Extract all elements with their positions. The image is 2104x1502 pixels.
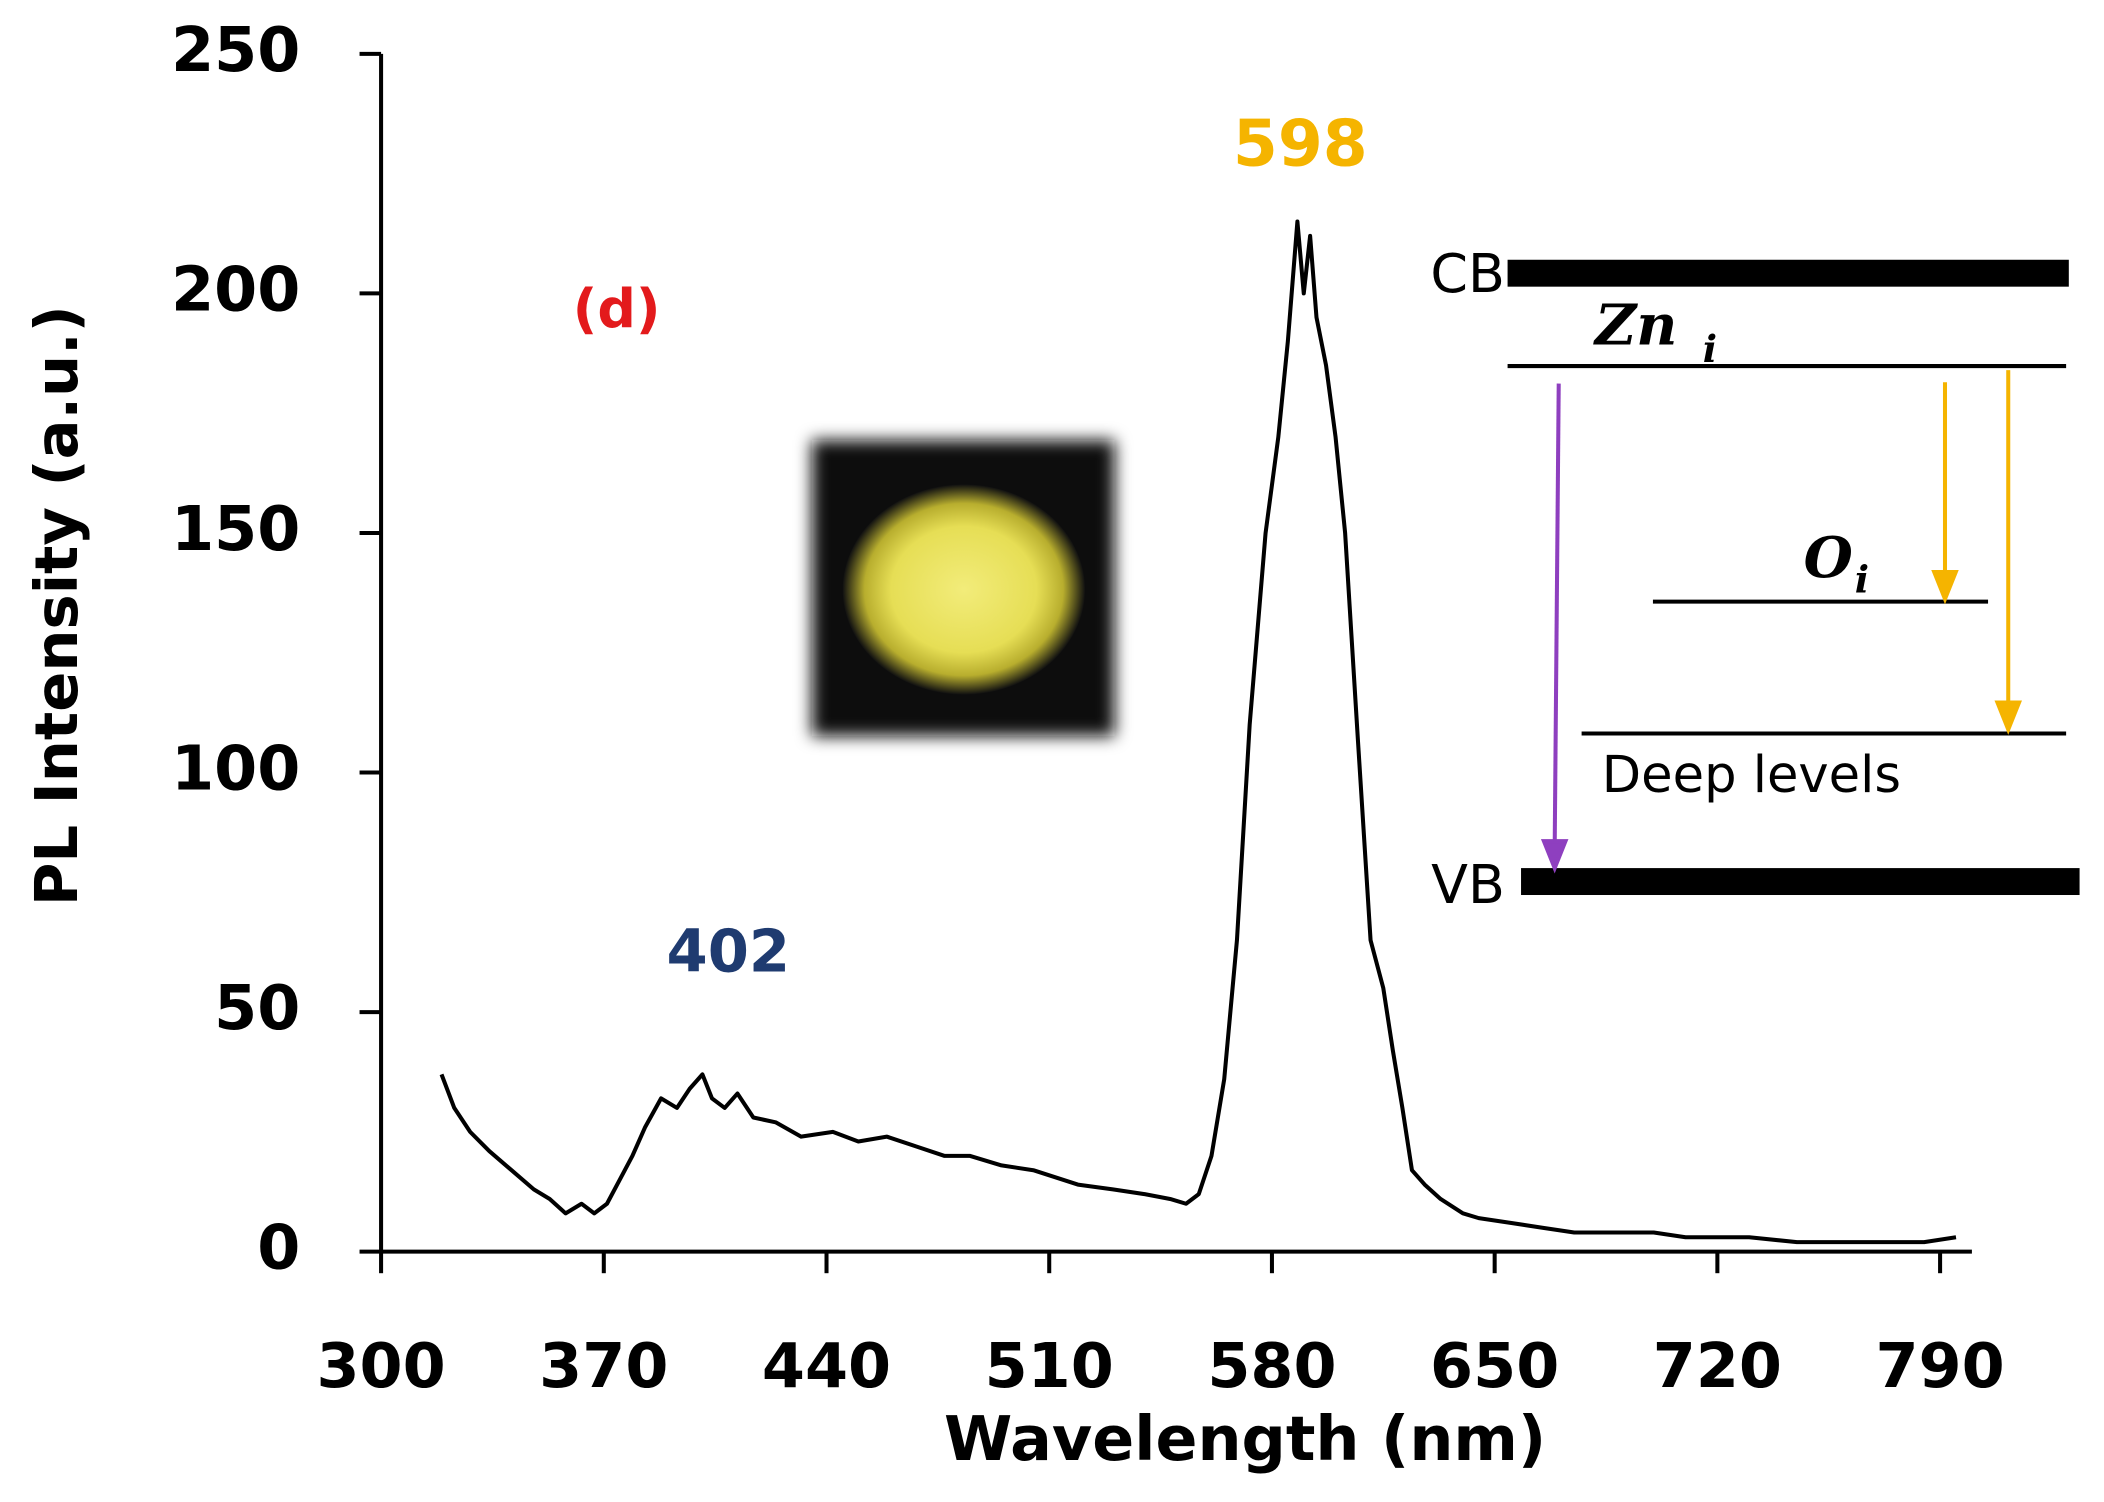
deep-label: Deep levels — [1602, 746, 1901, 805]
zn-subscript: i — [1703, 327, 1717, 371]
zn-label: Zn — [1593, 292, 1677, 358]
orange-arrow — [1931, 370, 2022, 735]
x-tick-label: 440 — [762, 1330, 891, 1402]
cb-label: CB — [1430, 242, 1505, 305]
band-diagram: CB VB Zn i O i Deep levels — [1430, 242, 2080, 916]
panel-label: (d) — [573, 277, 661, 340]
y-tick-label: 150 — [171, 493, 300, 565]
y-tick-label: 0 — [257, 1212, 300, 1284]
x-tick-label: 650 — [1430, 1330, 1559, 1402]
peak-label: 402 — [667, 917, 791, 986]
x-tick-label: 580 — [1207, 1330, 1336, 1402]
purple-arrow — [1540, 383, 1569, 874]
x-tick-label: 790 — [1875, 1330, 2004, 1402]
o-subscript: i — [1855, 557, 1869, 601]
sample-photo — [811, 440, 1115, 737]
y-tick-label: 50 — [214, 972, 300, 1044]
peak-label: 598 — [1233, 107, 1368, 182]
x-tick-label: 300 — [316, 1330, 445, 1402]
vb-band — [1521, 868, 2080, 896]
y-tick-label: 100 — [171, 733, 300, 805]
o-label: O — [1804, 525, 1853, 591]
vb-label: VB — [1431, 853, 1505, 916]
x-axis-title: Wavelength (nm) — [944, 1403, 1546, 1475]
y-tick-label: 250 — [171, 14, 300, 86]
spectrum-line — [439, 219, 1957, 1245]
y-tick-label: 200 — [171, 253, 300, 325]
y-axis-title: PL Intensity (a.u.) — [22, 305, 91, 906]
x-tick-label: 370 — [539, 1330, 668, 1402]
cb-band — [1507, 259, 2069, 287]
x-tick-label: 510 — [985, 1330, 1114, 1402]
x-tick-label: 720 — [1653, 1330, 1782, 1402]
